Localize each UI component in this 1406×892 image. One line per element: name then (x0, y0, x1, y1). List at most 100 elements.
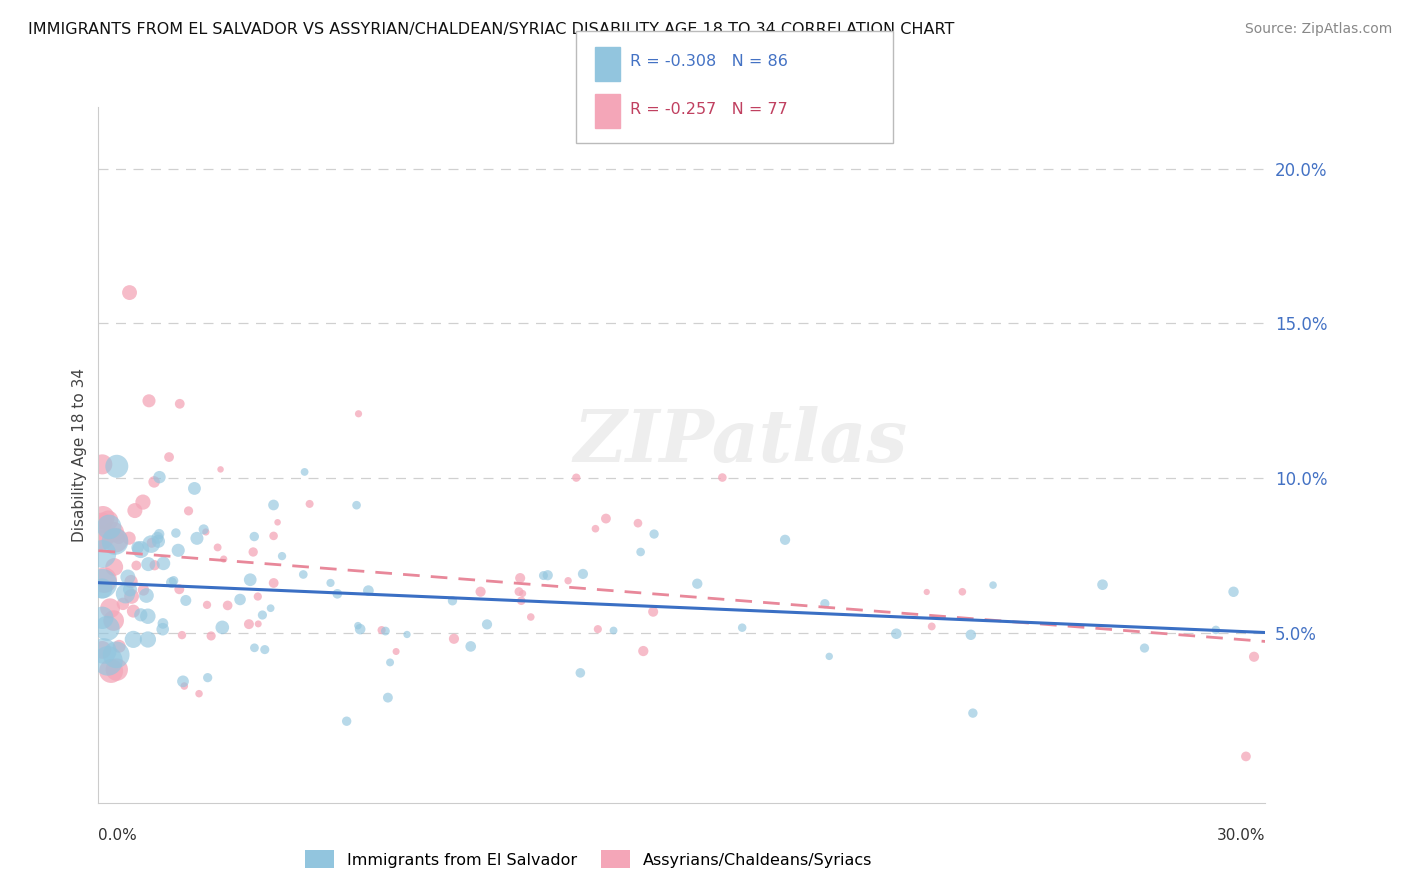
Point (263, 529, 285, 543)
Point (148, 534, 170, 549)
Point (370, 623, 392, 637)
Point (1133, 641, 1156, 656)
Point (169, 397, 191, 411)
Point (135, 589, 157, 603)
Point (643, 605, 665, 619)
Point (374, 624, 396, 638)
Point (950, 584, 973, 599)
Point (111, 597, 134, 611)
Point (96, 621, 118, 635)
Point (569, 665, 592, 680)
Point (336, 714, 359, 729)
Point (537, 568, 560, 582)
Point (475, 617, 498, 632)
Text: 30.0%: 30.0% (1218, 828, 1265, 843)
Point (259, 601, 281, 615)
Point (105, 648, 128, 662)
Point (177, 504, 200, 518)
Point (378, 656, 401, 670)
Point (981, 578, 1004, 592)
Point (1205, 623, 1227, 637)
Point (98, 601, 121, 615)
Point (167, 543, 190, 558)
Point (239, 573, 262, 587)
Point (1091, 577, 1114, 591)
Point (242, 545, 264, 559)
Point (686, 576, 709, 591)
Point (586, 622, 609, 636)
Point (132, 582, 155, 597)
Point (100, 664, 122, 678)
Point (107, 531, 129, 545)
Point (193, 522, 215, 536)
Point (91, 516, 114, 530)
Point (377, 690, 399, 705)
Point (152, 616, 174, 631)
Point (165, 526, 187, 541)
Point (91, 547, 114, 561)
Point (271, 549, 294, 563)
Point (148, 470, 170, 484)
Point (773, 533, 796, 547)
Point (243, 530, 266, 544)
Point (200, 629, 222, 643)
Point (253, 642, 276, 657)
Point (104, 533, 127, 548)
Point (565, 471, 588, 485)
Point (118, 582, 141, 597)
Point (395, 627, 418, 641)
Point (105, 459, 128, 474)
Point (108, 640, 131, 654)
Text: R = -0.257   N = 77: R = -0.257 N = 77 (630, 102, 787, 117)
Point (93, 644, 115, 658)
Point (143, 475, 166, 489)
Text: R = -0.308   N = 86: R = -0.308 N = 86 (630, 54, 787, 70)
Point (298, 497, 321, 511)
Point (217, 599, 239, 613)
Point (1243, 649, 1265, 664)
Point (136, 557, 159, 571)
Point (104, 534, 127, 549)
Point (247, 616, 270, 631)
Point (188, 687, 211, 701)
Point (814, 597, 837, 611)
Point (91, 458, 114, 472)
Point (346, 498, 368, 512)
Point (127, 541, 149, 555)
Point (633, 644, 655, 658)
Point (470, 584, 492, 599)
Point (884, 626, 907, 640)
Point (441, 594, 464, 608)
Point (157, 450, 180, 464)
Point (643, 527, 665, 541)
Point (292, 567, 315, 582)
Point (91, 533, 114, 547)
Point (630, 545, 652, 559)
Point (508, 584, 530, 599)
Point (238, 617, 260, 632)
Point (512, 586, 534, 600)
Text: ZIPatlas: ZIPatlas (574, 406, 907, 476)
Point (103, 614, 125, 628)
Text: Source: ZipAtlas.com: Source: ZipAtlas.com (1244, 22, 1392, 37)
Point (557, 574, 579, 588)
Point (207, 541, 229, 555)
Point (443, 632, 465, 646)
Point (195, 598, 218, 612)
Point (138, 393, 160, 408)
Point (602, 624, 624, 638)
Point (125, 558, 148, 573)
Point (243, 640, 266, 655)
Y-axis label: Disability Age 18 to 34: Disability Age 18 to 34 (72, 368, 87, 542)
Point (114, 587, 136, 601)
Point (349, 622, 371, 636)
Point (263, 498, 285, 512)
Point (141, 537, 163, 551)
Point (105, 663, 128, 677)
Point (160, 575, 183, 590)
Point (731, 621, 754, 635)
Point (173, 679, 195, 693)
Point (172, 674, 194, 689)
Point (129, 607, 152, 622)
Text: 0.0%: 0.0% (98, 828, 138, 843)
